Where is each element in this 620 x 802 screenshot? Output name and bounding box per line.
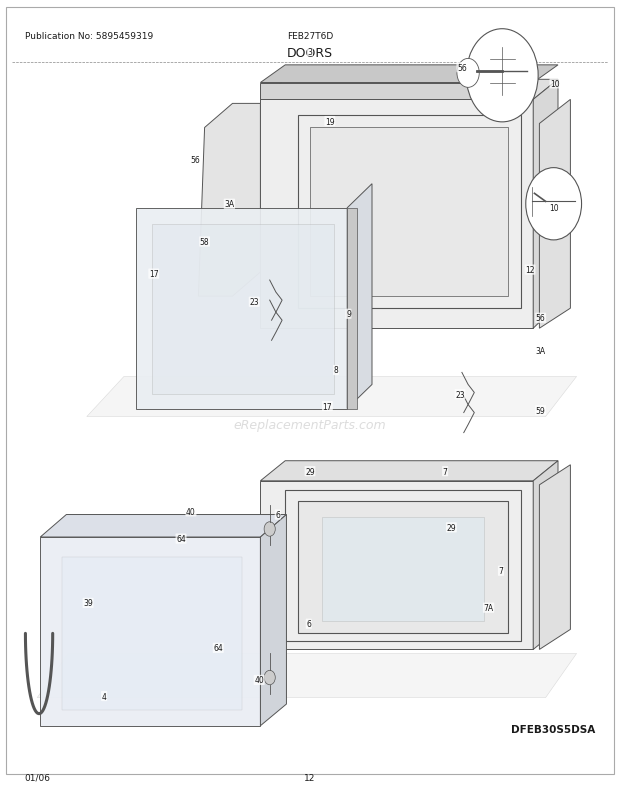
Text: 12: 12 [525, 265, 535, 275]
Text: 3A: 3A [536, 346, 546, 356]
Text: 64: 64 [176, 534, 186, 544]
Text: 58: 58 [200, 237, 210, 247]
Polygon shape [347, 209, 356, 409]
Text: 9: 9 [346, 310, 351, 319]
Text: 17: 17 [322, 402, 332, 411]
Text: 12: 12 [304, 773, 316, 782]
Circle shape [264, 522, 275, 537]
Polygon shape [37, 654, 577, 698]
Polygon shape [152, 225, 334, 395]
Text: 56: 56 [190, 156, 200, 165]
Text: 01/06: 01/06 [25, 773, 51, 782]
Text: 64: 64 [213, 643, 223, 653]
Text: 3A: 3A [224, 200, 234, 209]
Text: 56: 56 [457, 63, 467, 73]
Polygon shape [260, 80, 558, 100]
Circle shape [264, 670, 275, 685]
Polygon shape [87, 377, 577, 417]
Polygon shape [260, 481, 533, 650]
Polygon shape [260, 66, 558, 83]
Polygon shape [198, 104, 260, 297]
Polygon shape [40, 537, 260, 726]
Polygon shape [136, 209, 347, 409]
Polygon shape [533, 461, 558, 650]
Polygon shape [539, 100, 570, 329]
Text: 39: 39 [83, 598, 93, 608]
Polygon shape [260, 515, 286, 726]
Text: 23: 23 [455, 390, 465, 399]
Circle shape [466, 30, 538, 123]
Text: Publication No: 5895459319: Publication No: 5895459319 [25, 32, 153, 41]
Text: 7: 7 [443, 467, 448, 476]
Polygon shape [310, 128, 508, 297]
Text: 3: 3 [308, 47, 312, 57]
Text: 10: 10 [550, 79, 560, 89]
Text: 4: 4 [102, 691, 107, 701]
Text: 17: 17 [149, 269, 159, 279]
Text: 23: 23 [249, 298, 259, 307]
Text: 40: 40 [186, 507, 196, 516]
Polygon shape [260, 100, 533, 329]
Polygon shape [298, 501, 508, 634]
Text: 7: 7 [498, 566, 503, 576]
Text: 40: 40 [254, 675, 264, 685]
Text: 29: 29 [446, 523, 456, 533]
Text: FEB27T6D: FEB27T6D [287, 32, 333, 41]
Text: 6: 6 [275, 510, 280, 520]
Text: DOORS: DOORS [287, 47, 333, 59]
Text: 59: 59 [536, 406, 546, 415]
Polygon shape [539, 465, 570, 650]
Circle shape [526, 168, 582, 241]
Polygon shape [260, 461, 558, 481]
Polygon shape [260, 83, 533, 100]
Polygon shape [322, 517, 484, 622]
Circle shape [457, 59, 479, 88]
Text: DFEB30S5DSA: DFEB30S5DSA [511, 724, 595, 734]
Text: 19: 19 [325, 117, 335, 127]
Text: 56: 56 [536, 314, 546, 323]
Text: eReplacementParts.com: eReplacementParts.com [234, 419, 386, 431]
Text: 29: 29 [305, 467, 315, 476]
Text: 8: 8 [334, 366, 339, 375]
Text: 10: 10 [549, 204, 559, 213]
Polygon shape [347, 184, 372, 409]
Polygon shape [40, 515, 286, 537]
Polygon shape [533, 80, 558, 329]
Text: 7A: 7A [484, 603, 494, 613]
Text: 6: 6 [306, 619, 311, 629]
Polygon shape [62, 557, 242, 710]
